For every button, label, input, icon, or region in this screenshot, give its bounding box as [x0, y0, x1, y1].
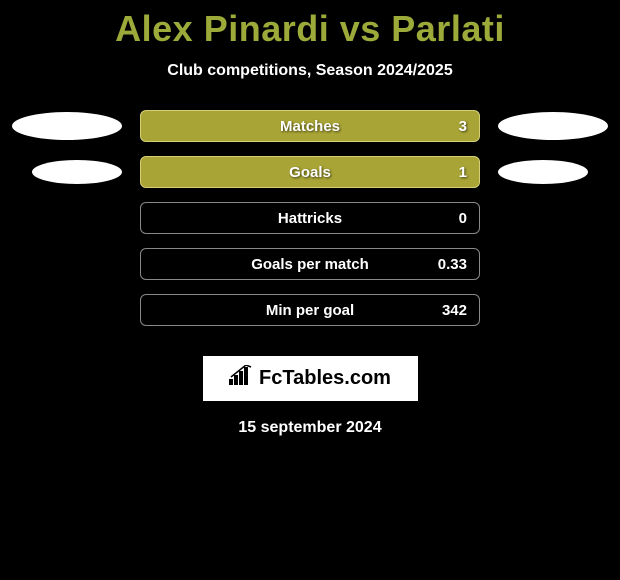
- stat-label: Goals per match: [251, 256, 369, 273]
- stats-section: Matches 3 Goals 1 Hattricks 0 Goals: [0, 110, 620, 326]
- stat-bar-goals-per-match: Goals per match 0.33: [140, 248, 480, 280]
- ellipse-placeholder: [498, 204, 608, 232]
- date-text: 15 september 2024: [238, 419, 381, 437]
- stat-value: 342: [442, 302, 467, 319]
- stat-value: 1: [459, 164, 467, 181]
- left-ellipse: [32, 160, 122, 184]
- stat-bar-hattricks: Hattricks 0: [140, 202, 480, 234]
- logo-text: FcTables.com: [259, 367, 391, 390]
- logo-box: FcTables.com: [203, 356, 418, 401]
- stat-row: Matches 3: [0, 110, 620, 142]
- ellipse-placeholder: [498, 296, 608, 324]
- right-ellipse: [498, 160, 588, 184]
- left-ellipse: [12, 112, 122, 140]
- stat-value: 0: [459, 210, 467, 227]
- ellipse-placeholder: [12, 250, 122, 278]
- stat-bar-goals: Goals 1: [140, 156, 480, 188]
- logo-content: FcTables.com: [229, 365, 391, 392]
- page-title: Alex Pinardi vs Parlati: [115, 8, 505, 50]
- chart-icon: [229, 365, 253, 392]
- stat-label: Hattricks: [278, 210, 342, 227]
- stat-value: 3: [459, 118, 467, 135]
- stat-row: Min per goal 342: [0, 294, 620, 326]
- stat-row: Goals 1: [0, 156, 620, 188]
- stat-bar-matches: Matches 3: [140, 110, 480, 142]
- stat-value: 0.33: [438, 256, 467, 273]
- subtitle: Club competitions, Season 2024/2025: [167, 62, 452, 80]
- ellipse-placeholder: [498, 250, 608, 278]
- stat-label: Matches: [280, 118, 340, 135]
- right-ellipse: [498, 112, 608, 140]
- stat-bar-min-per-goal: Min per goal 342: [140, 294, 480, 326]
- stat-label: Min per goal: [266, 302, 354, 319]
- ellipse-placeholder: [12, 204, 122, 232]
- stat-row: Goals per match 0.33: [0, 248, 620, 280]
- ellipse-placeholder: [12, 296, 122, 324]
- stat-row: Hattricks 0: [0, 202, 620, 234]
- stat-label: Goals: [289, 164, 331, 181]
